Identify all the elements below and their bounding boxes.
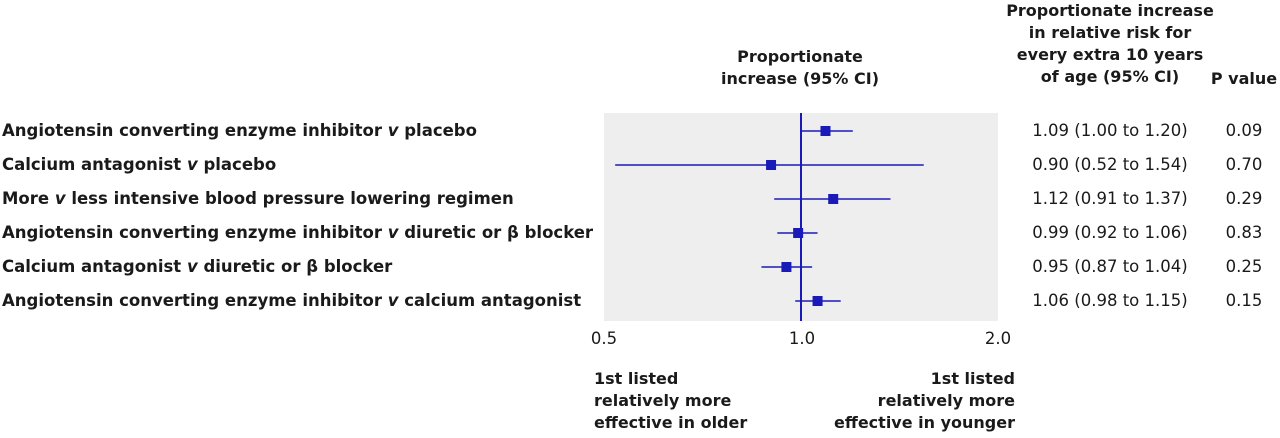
row-label-part: v — [387, 223, 399, 242]
ci-text: 1.09 (1.00 to 1.20) — [1032, 121, 1188, 140]
x-tick-label: 1.0 — [788, 329, 816, 348]
p-value: 0.09 — [1225, 121, 1263, 140]
estimate-header-line: increase (95% CI) — [720, 69, 880, 88]
estimate-header-line: Proportionate — [737, 47, 863, 66]
point-estimate — [820, 126, 831, 136]
row-label: Calcium antagonist v diuretic or β block… — [2, 256, 392, 278]
point-estimate — [781, 262, 792, 272]
x-tick-label: 0.5 — [590, 329, 618, 348]
row-label-part: v — [387, 121, 399, 140]
row-label: Angiotensin converting enzyme inhibitor … — [2, 222, 593, 244]
relative-risk-header: Proportionate increase in relative risk … — [990, 0, 1230, 88]
direction-label-line: 1st listed — [930, 369, 1015, 388]
point-estimate — [828, 194, 839, 204]
direction-label-line: 1st listed — [594, 369, 679, 388]
x-tick-label: 2.0 — [984, 329, 1012, 348]
relative-risk-header-line: in relative risk for — [1028, 23, 1192, 42]
point-estimate — [793, 228, 804, 238]
row-label-part: Angiotensin converting enzyme inhibitor — [2, 121, 388, 140]
ci-text: 0.95 (0.87 to 1.04) — [1032, 257, 1188, 276]
p-value: 0.15 — [1225, 291, 1263, 310]
row-label: Angiotensin converting enzyme inhibitor … — [2, 290, 581, 312]
row-label-part: Calcium antagonist — [2, 257, 187, 276]
p-value: 0.70 — [1225, 155, 1263, 174]
row-label-part: Calcium antagonist — [2, 155, 187, 174]
row-label-part: diuretic or β blocker — [197, 257, 393, 276]
row-label-part: Angiotensin converting enzyme inhibitor — [2, 223, 388, 242]
relative-risk-header-line: Proportionate increase — [1006, 1, 1214, 20]
row-label-part: placebo — [197, 155, 277, 174]
estimate-header: Proportionate increase (95% CI) — [700, 46, 900, 90]
direction-label-line: relatively more — [877, 391, 1015, 410]
row-label: Angiotensin converting enzyme inhibitor … — [2, 120, 477, 142]
direction-label-older: 1st listed relatively more effective in … — [594, 368, 747, 434]
row-label-part: v — [387, 291, 399, 310]
row-label-part: v — [186, 155, 198, 174]
row-label-part: calcium antagonist — [398, 291, 582, 310]
row-label-part: placebo — [398, 121, 477, 140]
direction-label-line: relatively more — [594, 391, 732, 410]
row-label-part: diuretic or β blocker — [398, 223, 594, 242]
p-value: 0.29 — [1225, 189, 1263, 208]
row-label-part: More — [2, 189, 55, 208]
ci-text: 0.90 (0.52 to 1.54) — [1032, 155, 1188, 174]
row-label-part: v — [54, 189, 66, 208]
direction-label-line: effective in older — [594, 413, 748, 432]
row-label: More v less intensive blood pressure low… — [2, 188, 514, 210]
p-value-header: P value — [1210, 69, 1278, 88]
point-estimate — [812, 296, 823, 306]
p-value: 0.25 — [1225, 257, 1263, 276]
row-label: Calcium antagonist v placebo — [2, 154, 276, 176]
relative-risk-header-line: every extra 10 years — [1016, 45, 1204, 64]
relative-risk-header-line: of age (95% CI) — [1040, 67, 1180, 86]
ci-text: 1.12 (0.91 to 1.37) — [1032, 189, 1188, 208]
direction-label-line: effective in younger — [834, 413, 1015, 432]
ci-text: 0.99 (0.92 to 1.06) — [1032, 223, 1188, 242]
direction-label-younger: 1st listed relatively more effective in … — [815, 368, 1015, 434]
row-label-part: v — [186, 257, 198, 276]
point-estimate — [766, 160, 777, 170]
row-label-part: less intensive blood pressure lowering r… — [65, 189, 514, 208]
p-value: 0.83 — [1225, 223, 1263, 242]
row-label-part: Angiotensin converting enzyme inhibitor — [2, 291, 388, 310]
ci-text: 1.06 (0.98 to 1.15) — [1032, 291, 1188, 310]
